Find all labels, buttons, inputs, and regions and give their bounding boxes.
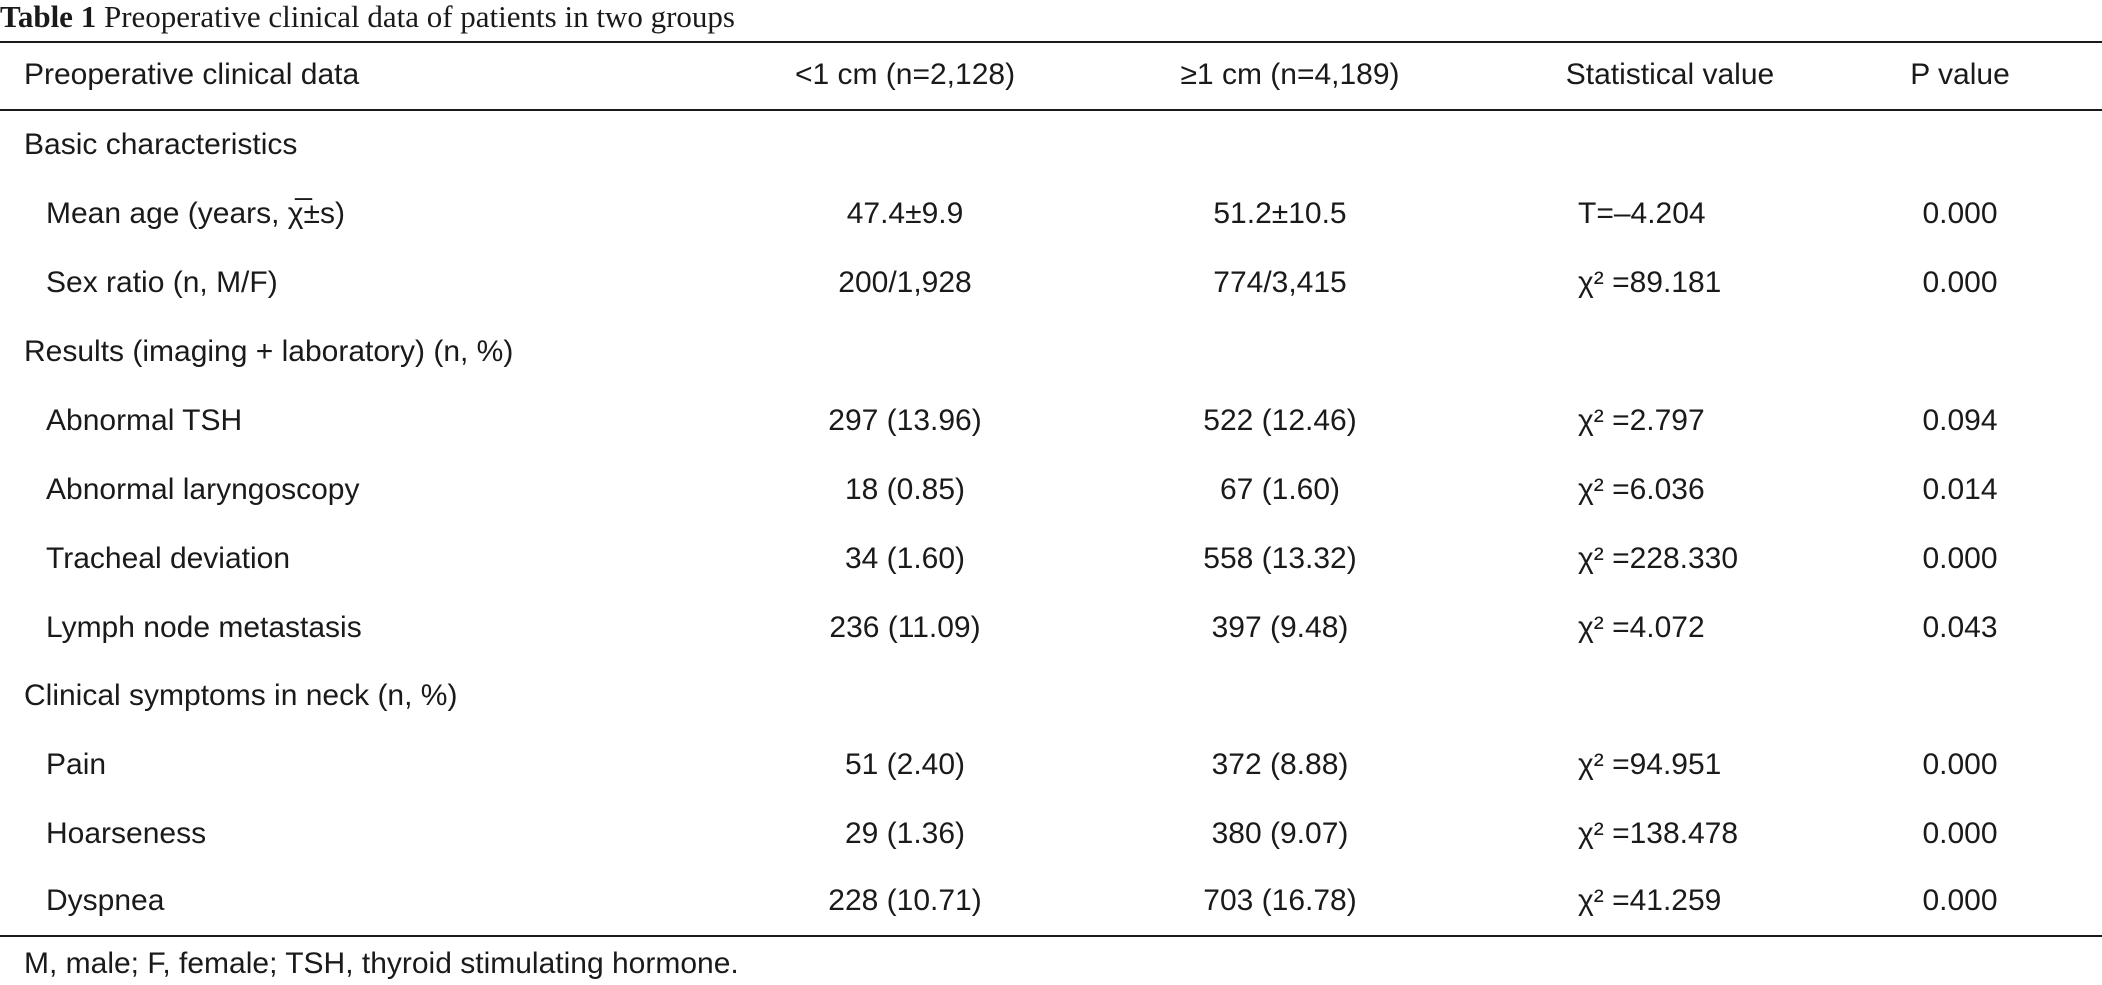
stat-text: T=–4.204	[1578, 197, 1706, 230]
header-lt-1cm: <1 cm (n=2,128)	[794, 58, 1016, 91]
cell-ge-1cm: 703 (16.78)	[1203, 884, 1357, 917]
table-row-lymph-node-metastasis: Lymph node metastasis 236 (11.09) 397 (9…	[0, 594, 2102, 662]
cell-lt-1cm: 34 (1.60)	[844, 542, 966, 575]
stat-text: χ² =6.036	[1578, 473, 1705, 506]
cell-lt-1cm: 18 (0.85)	[844, 473, 966, 506]
cell-p-value: 0.000	[1922, 197, 1998, 230]
table-row-hoarseness: Hoarseness 29 (1.36) 380 (9.07) χ² =138.…	[0, 800, 2102, 868]
cell-statistical-value: χ² =138.478	[1540, 800, 1800, 868]
table-row-abnormal-tsh: Abnormal TSH 297 (13.96) 522 (12.46) χ² …	[0, 387, 2102, 455]
row-label: Pain	[46, 748, 107, 781]
section-label: Basic characteristics	[24, 128, 298, 161]
row-label: Tracheal deviation	[46, 542, 291, 575]
header-p-value: P value	[1910, 58, 2010, 91]
cell-lt-1cm: 297 (13.96)	[828, 404, 982, 437]
cell-p-value: 0.000	[1922, 266, 1998, 299]
table-bottom-rule	[0, 935, 2102, 937]
table-row-sex-ratio: Sex ratio (n, M/F) 200/1,928 774/3,415 χ…	[0, 249, 2102, 317]
cell-p-value: 0.000	[1922, 817, 1998, 850]
table-caption-label: Table 1	[0, 0, 97, 34]
table-row-pain: Pain 51 (2.40) 372 (8.88) χ² =94.951 0.0…	[0, 731, 2102, 799]
stat-text: χ² =89.181	[1578, 266, 1722, 299]
cell-statistical-value: χ² =6.036	[1540, 456, 1800, 524]
stat-text: χ² =94.951	[1578, 748, 1722, 781]
table-caption-text: Preoperative clinical data of patients i…	[96, 0, 735, 34]
cell-lt-1cm: 236 (11.09)	[829, 611, 981, 644]
table-caption: Table 1 Preoperative clinical data of pa…	[0, 0, 735, 34]
cell-ge-1cm: 380 (9.07)	[1211, 817, 1349, 850]
cell-ge-1cm: 372 (8.88)	[1211, 748, 1349, 781]
section-label: Clinical symptoms in neck (n, %)	[24, 679, 458, 712]
cell-statistical-value: χ² =4.072	[1540, 594, 1800, 662]
cell-p-value: 0.043	[1922, 611, 1998, 644]
table-row-dyspnea: Dyspnea 228 (10.71) 703 (16.78) χ² =41.2…	[0, 867, 2102, 935]
cell-p-value: 0.094	[1922, 404, 1998, 437]
table-row-tracheal-deviation: Tracheal deviation 34 (1.60) 558 (13.32)…	[0, 525, 2102, 593]
section-row-results: Results (imaging + laboratory) (n, %)	[0, 318, 2102, 386]
stat-text: χ² =138.478	[1578, 817, 1739, 850]
row-label: Abnormal laryngoscopy	[46, 473, 360, 506]
table-header-row: Preoperative clinical data <1 cm (n=2,12…	[0, 41, 2102, 109]
row-label: Abnormal TSH	[46, 404, 243, 437]
stat-text: χ² =228.330	[1578, 542, 1739, 575]
row-label: Mean age (years, χ̅±s)	[46, 197, 345, 230]
cell-ge-1cm: 522 (12.46)	[1203, 404, 1357, 437]
header-ge-1cm: ≥1 cm (n=4,189)	[1180, 58, 1400, 91]
cell-lt-1cm: 51 (2.40)	[844, 748, 966, 781]
cell-statistical-value: χ² =94.951	[1540, 731, 1800, 799]
cell-p-value: 0.014	[1922, 473, 1998, 506]
table-header-rule	[0, 109, 2102, 111]
cell-lt-1cm: 29 (1.36)	[844, 817, 966, 850]
header-preoperative-clinical-data: Preoperative clinical data	[24, 58, 360, 91]
row-label: Sex ratio (n, M/F)	[46, 266, 278, 299]
section-label: Results (imaging + laboratory) (n, %)	[24, 335, 514, 368]
cell-ge-1cm: 774/3,415	[1213, 266, 1347, 299]
section-row-clinical-symptoms: Clinical symptoms in neck (n, %)	[0, 662, 2102, 730]
table-top-rule	[0, 41, 2102, 43]
cell-p-value: 0.000	[1922, 884, 1998, 917]
cell-p-value: 0.000	[1922, 542, 1998, 575]
cell-statistical-value: χ² =41.259	[1540, 867, 1800, 935]
cell-ge-1cm: 558 (13.32)	[1203, 542, 1357, 575]
cell-lt-1cm: 47.4±9.9	[846, 197, 964, 230]
cell-ge-1cm: 397 (9.48)	[1211, 611, 1349, 644]
table-row-mean-age: Mean age (years, χ̅±s) 47.4±9.9 51.2±10.…	[0, 180, 2102, 248]
section-row-basic-characteristics: Basic characteristics	[0, 111, 2102, 179]
cell-statistical-value: χ² =228.330	[1540, 525, 1800, 593]
cell-lt-1cm: 200/1,928	[838, 266, 972, 299]
table-row-abnormal-laryngoscopy: Abnormal laryngoscopy 18 (0.85) 67 (1.60…	[0, 456, 2102, 524]
row-label: Lymph node metastasis	[46, 611, 362, 644]
cell-statistical-value: χ² =89.181	[1540, 249, 1800, 317]
row-label: Dyspnea	[46, 884, 165, 917]
cell-ge-1cm: 51.2±10.5	[1213, 197, 1347, 230]
row-label: Hoarseness	[46, 817, 207, 850]
cell-ge-1cm: 67 (1.60)	[1219, 473, 1341, 506]
header-statistical-value: Statistical value	[1565, 58, 1775, 91]
stat-text: χ² =4.072	[1578, 611, 1705, 644]
cell-statistical-value: T=–4.204	[1540, 180, 1800, 248]
cell-p-value: 0.000	[1922, 748, 1998, 781]
cell-lt-1cm: 228 (10.71)	[828, 884, 982, 917]
stat-text: χ² =2.797	[1578, 404, 1705, 437]
stat-text: χ² =41.259	[1578, 884, 1722, 917]
table-footnote: M, male; F, female; TSH, thyroid stimula…	[24, 947, 739, 980]
cell-statistical-value: χ² =2.797	[1540, 387, 1800, 455]
